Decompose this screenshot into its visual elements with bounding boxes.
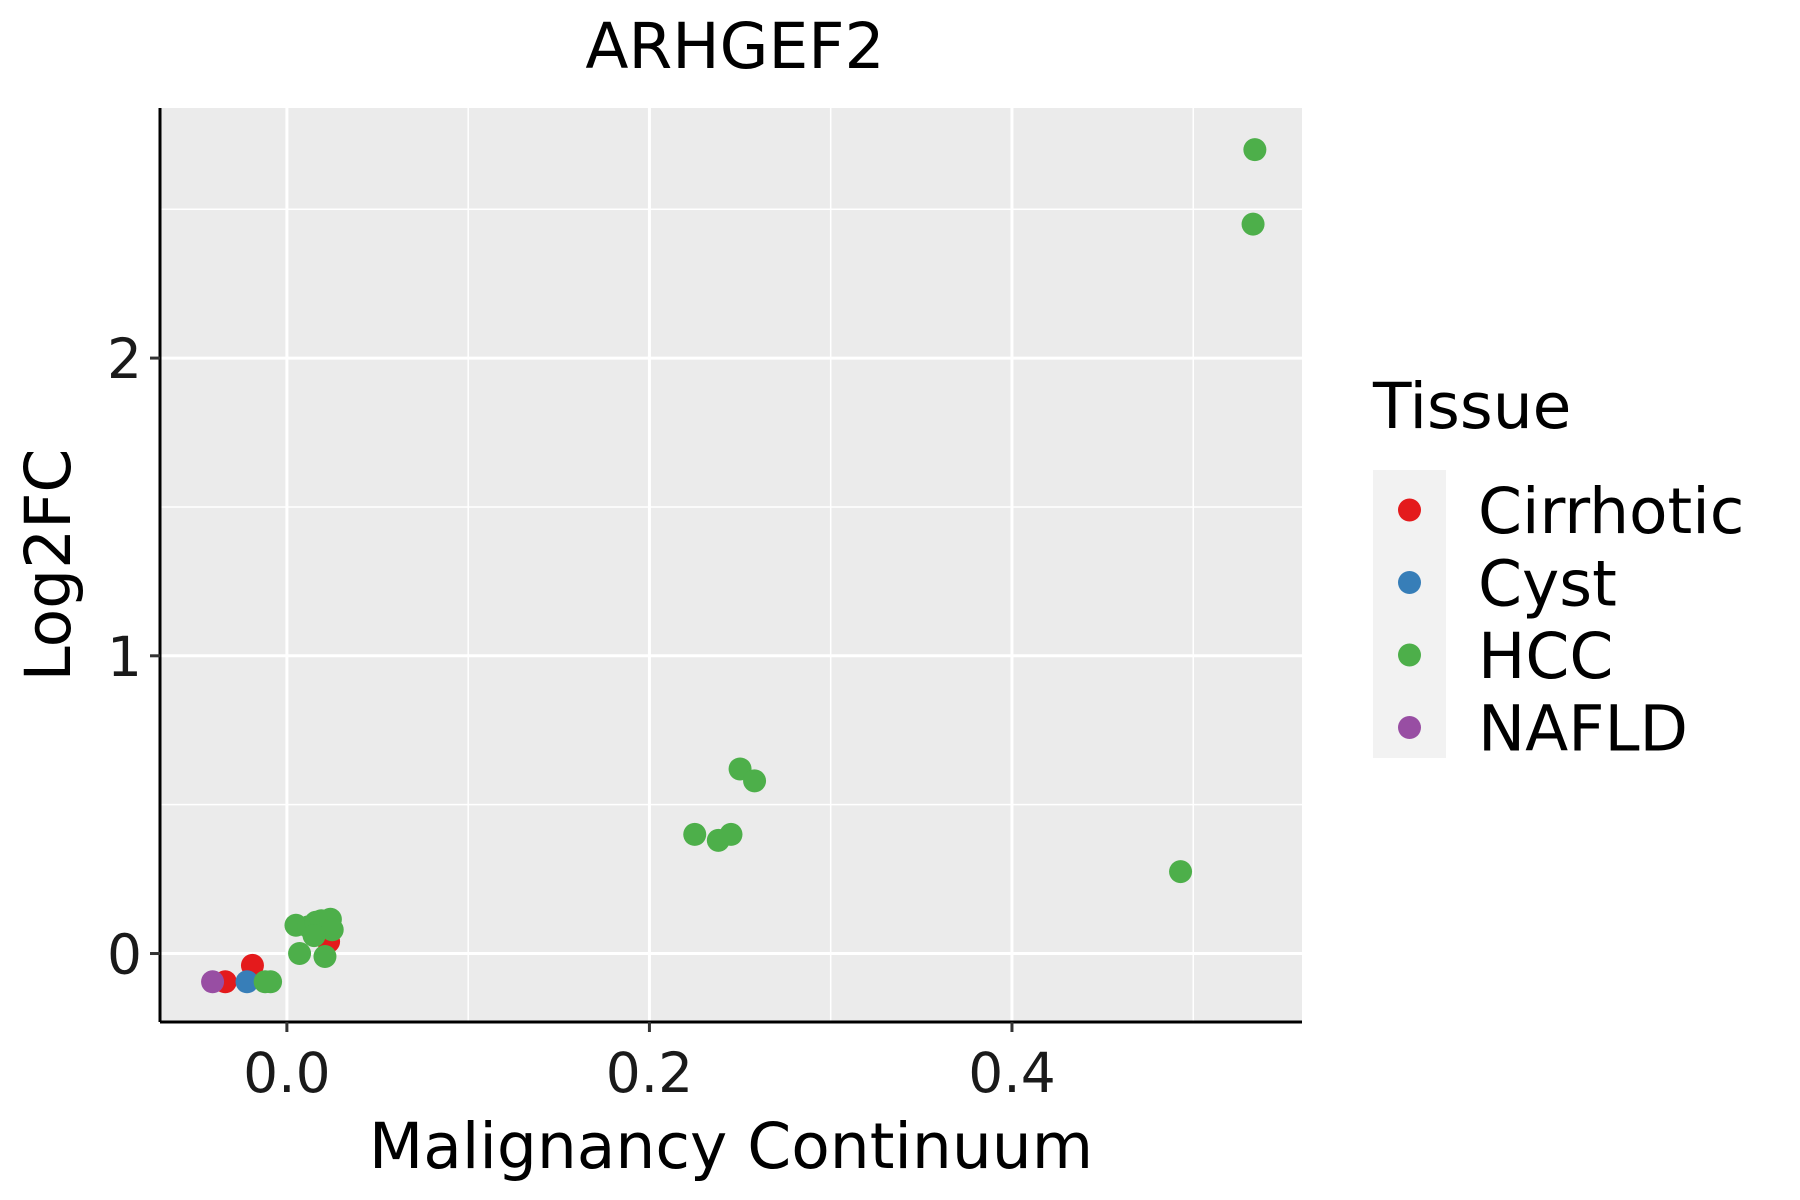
point-hcc (1169, 860, 1193, 884)
plot-panel (160, 108, 1302, 1022)
legend-label-cirrhotic: Cirrhotic (1478, 475, 1744, 548)
point-hcc (1243, 138, 1267, 162)
point-hcc (1241, 212, 1265, 236)
legend-key-hcc (1398, 643, 1421, 667)
point-hcc (313, 945, 337, 969)
point-hcc (288, 942, 312, 966)
legend-label-nafld: NAFLD (1478, 693, 1688, 766)
data-points (201, 138, 1267, 994)
point-hcc (320, 918, 344, 942)
x-tick-label: 0.2 (606, 1041, 693, 1105)
point-nafld (201, 970, 225, 994)
legend-label-hcc: HCC (1478, 620, 1613, 693)
point-hcc (719, 822, 743, 846)
y-tick-label: 0 (107, 923, 142, 987)
legend-key-cirrhotic (1398, 498, 1421, 522)
legend-label-cyst: Cyst (1478, 548, 1617, 621)
x-tick-label: 0.4 (968, 1041, 1055, 1105)
legend-key-nafld (1398, 716, 1421, 739)
y-tick-label: 2 (107, 327, 142, 391)
point-hcc (302, 924, 326, 948)
x-axis-ticks: 0.0 0.2 0.4 (243, 1022, 1056, 1105)
x-axis-title: Malignancy Continuum (369, 1110, 1093, 1183)
point-hcc (743, 769, 767, 793)
point-hcc (683, 822, 707, 846)
y-axis-ticks: 0 1 2 (107, 327, 160, 987)
y-tick-label: 1 (107, 625, 142, 689)
major-gridlines (160, 108, 1302, 1022)
point-hcc (253, 970, 277, 994)
minor-gridlines (160, 108, 1302, 1022)
y-axis-title: Log2FC (12, 449, 85, 682)
legend-title: Tissue (1372, 370, 1571, 443)
x-tick-label: 0.0 (243, 1041, 330, 1105)
chart-title: ARHGEF2 (585, 10, 884, 83)
point-cyst (235, 970, 259, 994)
legend-key-cyst (1398, 571, 1421, 594)
